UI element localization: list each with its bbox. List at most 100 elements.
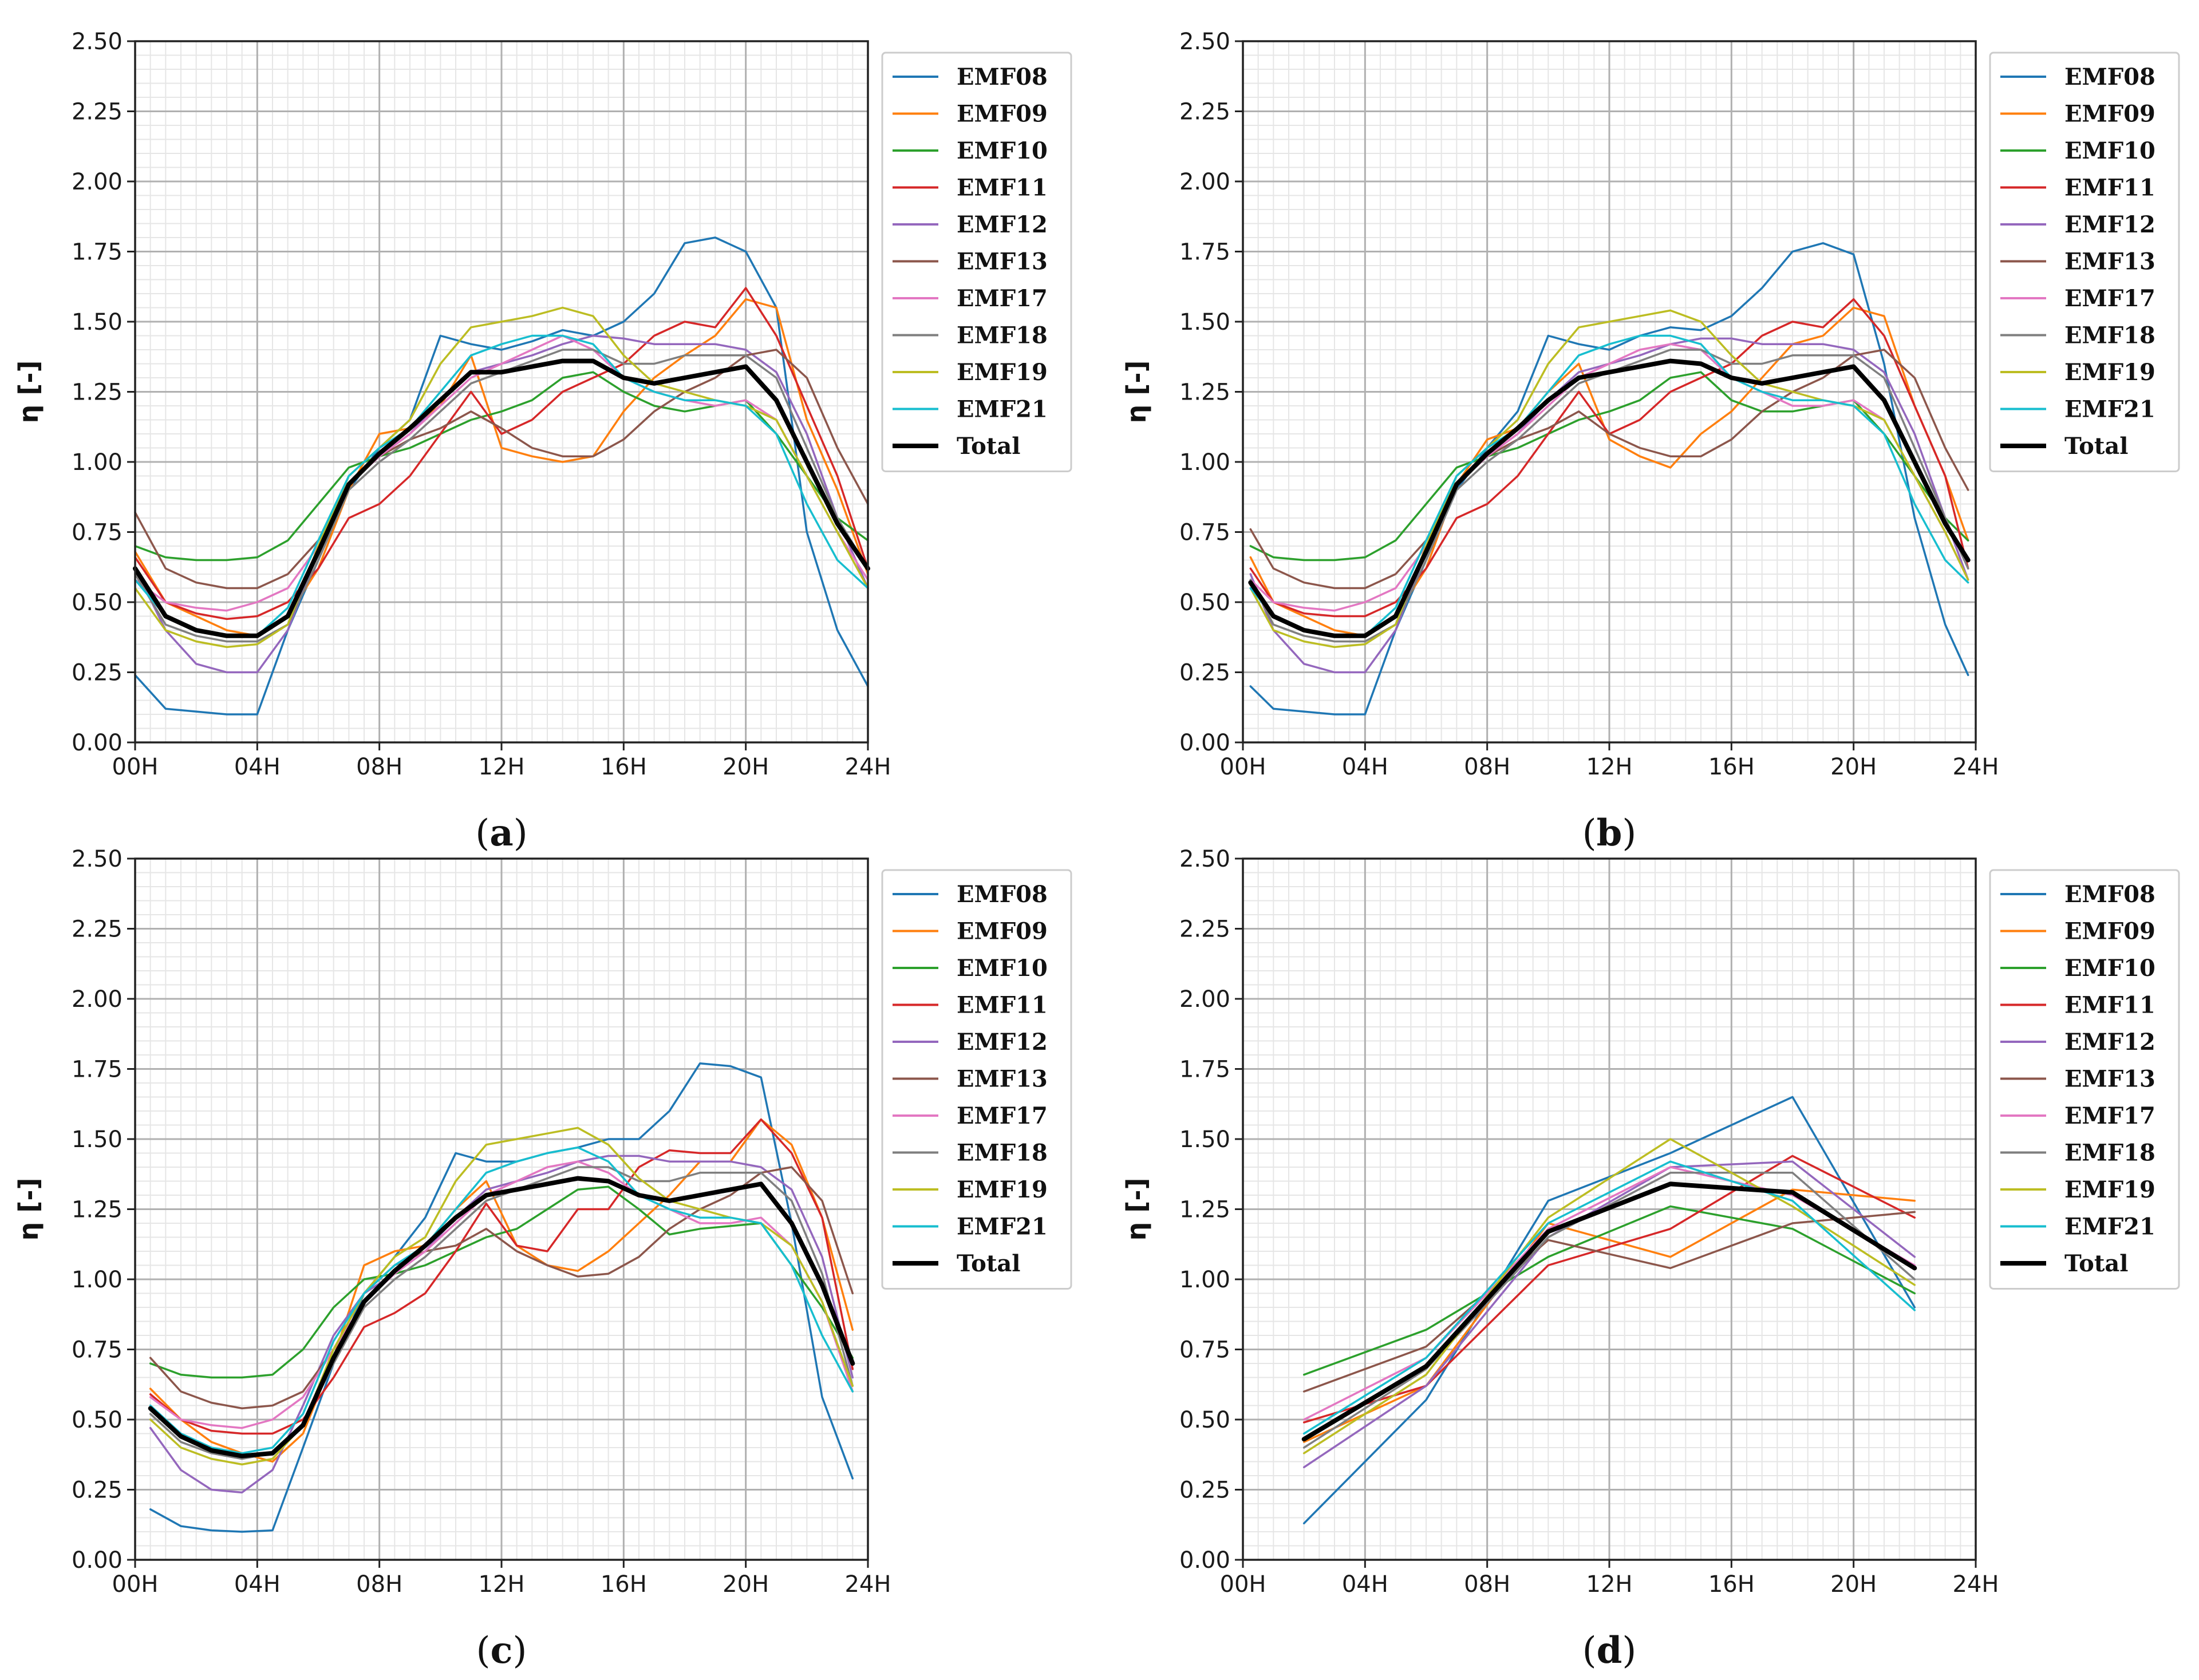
series-line-emf13 xyxy=(1302,1211,1916,1393)
caption-letter: c xyxy=(491,1629,513,1672)
y-tick-label: 1.50 xyxy=(1179,309,1230,335)
caption-letter: d xyxy=(1597,1629,1622,1672)
y-tick-label: 1.75 xyxy=(72,1057,123,1083)
legend-label-emf19: EMF19 xyxy=(2064,359,2155,386)
x-tick-label: 00H xyxy=(1220,754,1266,780)
y-tick-label: 2.25 xyxy=(72,916,123,943)
y-tick-label: 1.25 xyxy=(72,380,123,406)
y-tick-label: 0.50 xyxy=(1179,590,1230,616)
legend-label-emf10: EMF10 xyxy=(2064,955,2155,982)
y-tick-label: 0.25 xyxy=(1179,660,1230,686)
legend-label-emf19: EMF19 xyxy=(957,359,1048,386)
series-line-emf12 xyxy=(149,1155,854,1494)
caption-close-paren: ) xyxy=(1622,1630,1636,1672)
legend-label-emf11: EMF11 xyxy=(2064,175,2155,201)
caption-letter: b xyxy=(1597,812,1622,855)
legend: EMF08 EMF09 EMF10 EMF11 EMF12 EMF13 EMF17 EMF18… xyxy=(881,869,1072,1290)
y-tick-label: 2.50 xyxy=(72,29,123,55)
series-line-emf18 xyxy=(1302,1172,1916,1449)
y-tick-label: 1.50 xyxy=(1179,1126,1230,1153)
legend-label-emf17: EMF17 xyxy=(957,285,1048,312)
x-tick-label: 12H xyxy=(479,1571,525,1598)
series-line-emf11 xyxy=(149,1118,854,1435)
y-axis-label: η [-] xyxy=(1121,1178,1152,1241)
x-tick-label: 16H xyxy=(1708,1571,1755,1598)
series-line-emf21 xyxy=(1302,1160,1916,1435)
y-tick-label: 1.50 xyxy=(72,1126,123,1153)
series-line-emf17 xyxy=(134,334,869,612)
legend-label-emf21: EMF21 xyxy=(2064,396,2155,423)
series-line-total xyxy=(1301,1181,1917,1442)
legend-label-emf21: EMF21 xyxy=(957,1213,1048,1240)
x-tick-label: 16H xyxy=(601,1571,647,1598)
caption-close-paren: ) xyxy=(1622,812,1636,855)
y-tick-label: 1.00 xyxy=(72,449,123,476)
legend-label-emf19: EMF19 xyxy=(957,1176,1048,1203)
legend-label-emf13: EMF13 xyxy=(957,248,1048,275)
x-tick-label: 08H xyxy=(1464,1571,1510,1598)
series-line-emf10 xyxy=(149,1185,854,1379)
caption-open-paren: ( xyxy=(476,1630,491,1672)
legend-label-emf12: EMF12 xyxy=(957,211,1048,238)
x-tick-label: 12H xyxy=(1586,754,1633,780)
y-tick-label: 0.25 xyxy=(72,1477,123,1504)
x-tick-label: 08H xyxy=(356,1571,402,1598)
x-tick-label: 04H xyxy=(234,1571,281,1598)
legend-label-emf08: EMF08 xyxy=(957,64,1048,90)
legend: EMF08 EMF09 EMF10 EMF11 EMF12 EMF13 EMF17 EMF18… xyxy=(881,52,1072,472)
series-line-total xyxy=(133,358,870,638)
legend-label-emf13: EMF13 xyxy=(957,1066,1048,1093)
y-tick-label: 0.00 xyxy=(72,1547,123,1574)
y-tick-label: 0.75 xyxy=(1179,1337,1230,1363)
legend-label-emf10: EMF10 xyxy=(957,955,1048,982)
x-tick-label: 20H xyxy=(723,754,769,780)
panel-caption: (a) xyxy=(475,812,527,855)
series-line-emf08 xyxy=(134,236,869,716)
legend-label-total: Total xyxy=(957,433,1020,460)
panel-caption: (d) xyxy=(1582,1629,1637,1672)
series-line-emf08 xyxy=(1302,1096,1916,1525)
chart-panel-b: 00H 04H 08H 12H 16H 20H 24H 0.00 0.25 0.50 0.75 1.0… xyxy=(1121,29,2180,855)
legend-box xyxy=(1989,869,2180,1290)
legend-label-emf08: EMF08 xyxy=(2064,881,2155,908)
x-tick-label: 12H xyxy=(1586,1571,1633,1598)
legend-label-emf11: EMF11 xyxy=(957,992,1048,1019)
y-tick-label: 2.50 xyxy=(1179,29,1230,55)
x-tick-label: 00H xyxy=(1220,1571,1266,1598)
legend-label-emf09: EMF09 xyxy=(957,101,1048,128)
series-line-emf11 xyxy=(1302,1155,1916,1424)
y-tick-label: 1.25 xyxy=(1179,380,1230,406)
legend-label-emf09: EMF09 xyxy=(2064,918,2155,945)
legend-box xyxy=(1989,52,2180,472)
series-line-emf12 xyxy=(1302,1160,1916,1469)
panel-caption: (c) xyxy=(476,1629,527,1672)
legend-label-emf13: EMF13 xyxy=(2064,1066,2155,1093)
y-tick-label: 1.00 xyxy=(1179,1267,1230,1293)
y-tick-label: 0.50 xyxy=(72,590,123,616)
series-line-emf08 xyxy=(149,1062,854,1533)
legend-label-emf08: EMF08 xyxy=(957,881,1048,908)
y-tick-label: 2.50 xyxy=(1179,846,1230,872)
series-line-emf13 xyxy=(149,1166,854,1410)
legend-label-total: Total xyxy=(2064,1250,2128,1277)
y-tick-label: 2.25 xyxy=(1179,916,1230,943)
legend-box xyxy=(881,52,1072,472)
y-tick-label: 2.00 xyxy=(1179,169,1230,195)
caption-letter: a xyxy=(489,812,513,855)
chart-panel-d: 00H 04H 08H 12H 16H 20H 24H 0.00 0.25 0.50 0.75 1.0… xyxy=(1121,846,2180,1672)
legend-label-emf12: EMF12 xyxy=(2064,211,2155,238)
legend-label-emf18: EMF18 xyxy=(957,322,1048,349)
caption-open-paren: ( xyxy=(1582,1630,1597,1672)
x-tick-label: 08H xyxy=(356,754,402,780)
y-tick-label: 2.00 xyxy=(1179,986,1230,1013)
series-line-total xyxy=(148,1176,855,1458)
x-tick-label: 00H xyxy=(112,1571,159,1598)
legend-label-emf11: EMF11 xyxy=(957,175,1048,201)
legend-label-emf17: EMF17 xyxy=(2064,285,2155,312)
legend-label-emf09: EMF09 xyxy=(2064,101,2155,128)
x-tick-label: 24H xyxy=(845,1571,891,1598)
x-tick-label: 20H xyxy=(1830,754,1877,780)
series-line-emf17 xyxy=(1249,343,1969,612)
legend: EMF08 EMF09 EMF10 EMF11 EMF12 EMF13 EMF17 EMF18… xyxy=(1989,52,2180,472)
